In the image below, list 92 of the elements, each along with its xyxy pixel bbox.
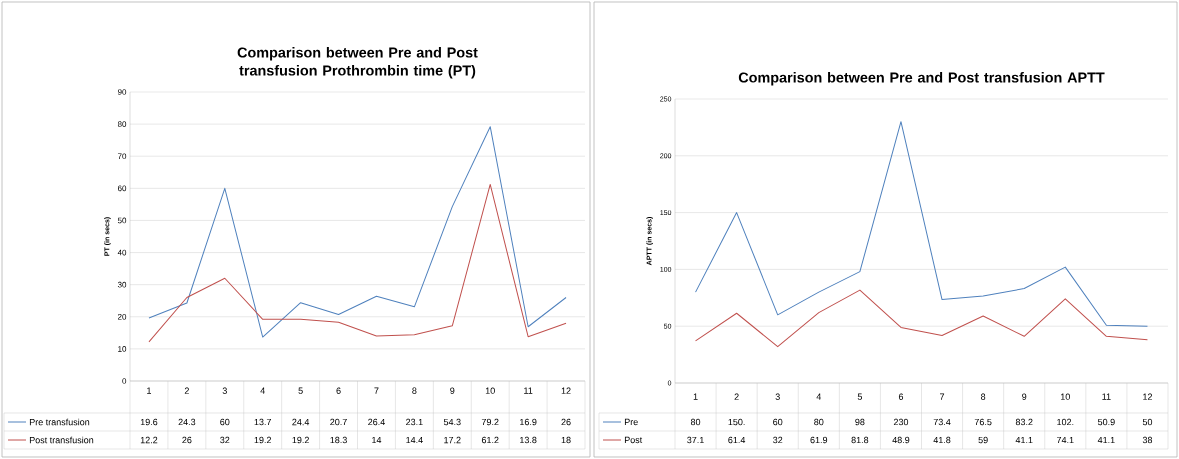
data-label: 54.3	[443, 418, 461, 426]
data-label: 13.8	[520, 436, 537, 444]
data-label: 80	[690, 418, 701, 426]
x-tick-label: 6	[336, 387, 341, 394]
data-label: 26.4	[368, 418, 385, 426]
y-tick-label: 40	[117, 249, 127, 256]
data-label: 14	[372, 436, 382, 444]
data-label: 60	[220, 418, 230, 426]
data-label: 18.3	[330, 436, 347, 444]
y-tick-label: 20	[117, 313, 127, 320]
data-label: 41.8	[933, 436, 951, 444]
x-tick-label: 5	[298, 387, 303, 394]
y-tick-label: 50	[117, 217, 127, 224]
data-label: 37.1	[687, 436, 704, 444]
data-label: 59	[978, 436, 988, 444]
data-label: 19.6	[140, 418, 158, 426]
data-label: 83.2	[1015, 418, 1033, 426]
data-label: 74.1	[1056, 436, 1074, 444]
data-label: 16.9	[520, 418, 537, 426]
y-tick-label: 30	[117, 281, 127, 288]
x-tick-label: 8	[981, 393, 986, 400]
x-tick-label: 9	[450, 387, 455, 394]
data-label: 50	[1142, 418, 1153, 426]
data-label: 102.	[1057, 418, 1074, 426]
y-tick-label: 70	[117, 153, 127, 160]
legend-label: Post transfusion	[29, 436, 94, 444]
x-tick-label: 11	[524, 387, 533, 394]
data-label: 20.7	[330, 418, 347, 426]
y-tick-label: 60	[117, 185, 127, 192]
data-label: 79.2	[481, 418, 499, 426]
data-label: 73.4	[933, 418, 951, 426]
data-label: 19.2	[254, 436, 272, 444]
x-tick-label: 3	[222, 387, 227, 394]
line-series	[148, 126, 567, 338]
y-tick-label: 0	[122, 378, 127, 384]
x-tick-label: 9	[1022, 393, 1027, 400]
data-label: 38	[1142, 436, 1153, 444]
x-tick-label: 2	[734, 393, 739, 400]
x-tick-label: 3	[775, 393, 780, 400]
data-label: 14.4	[406, 436, 423, 444]
legend-label: Post	[624, 436, 643, 444]
line-series	[695, 121, 1148, 327]
data-label: 26	[182, 436, 192, 444]
data-label: 17.2	[444, 436, 461, 444]
data-label: 61.4	[728, 436, 746, 444]
data-label: 98	[855, 418, 865, 426]
x-tick-label: 12	[1143, 393, 1153, 400]
legend-label: Pre transfusion	[29, 418, 90, 426]
data-label: 24.4	[292, 418, 310, 426]
x-tick-label: 1	[693, 393, 698, 400]
data-label: 80	[814, 418, 824, 426]
data-label: 24.3	[178, 418, 196, 426]
y-tick-label: 90	[117, 89, 127, 95]
x-tick-label: 6	[898, 393, 904, 400]
x-tick-label: 10	[485, 387, 495, 394]
data-label: 32	[220, 436, 230, 444]
x-tick-label: 10	[1060, 393, 1070, 400]
x-tick-label: 11	[1102, 393, 1111, 400]
data-label: 26	[561, 418, 571, 426]
chart-title: Comparison between Pre and Post transfusion Prothrombin time (PT)	[237, 47, 478, 79]
chart-title: Comparison between Pre and Post transfusion APTT	[738, 72, 1105, 86]
data-label: 61.2	[481, 436, 499, 444]
data-label: 230	[893, 418, 909, 426]
data-label: 150.	[728, 418, 745, 426]
data-label: 81.8	[851, 436, 869, 444]
data-label: 12.2	[140, 436, 158, 444]
data-label: 60	[773, 418, 783, 426]
data-label: 18	[561, 436, 571, 444]
line-series	[148, 183, 567, 343]
data-label: 13.7	[254, 418, 272, 426]
y-tick-label: 80	[117, 121, 127, 127]
line-series	[695, 289, 1148, 348]
data-label: 41.1	[1015, 436, 1033, 444]
y-tick-label: 10	[118, 346, 127, 352]
data-label: 41.1	[1097, 436, 1115, 444]
x-tick-label: 12	[561, 387, 571, 394]
x-tick-label: 7	[374, 387, 379, 394]
x-tick-label: 7	[940, 393, 945, 400]
data-label: 76.5	[974, 418, 992, 426]
x-tick-label: 4	[816, 393, 822, 400]
x-tick-label: 4	[260, 387, 265, 394]
data-label: 48.9	[892, 436, 910, 444]
x-tick-label: 5	[857, 393, 862, 400]
data-label: 19.2	[292, 436, 309, 444]
data-label: 50.9	[1097, 418, 1115, 426]
legend-label: Pre	[624, 418, 638, 426]
x-tick-label: 8	[412, 387, 417, 394]
data-label: 32	[773, 436, 783, 444]
x-tick-label: 2	[184, 387, 189, 394]
data-label: 23.1	[406, 418, 423, 426]
x-tick-label: 1	[147, 387, 152, 394]
data-label: 61.9	[810, 436, 828, 444]
